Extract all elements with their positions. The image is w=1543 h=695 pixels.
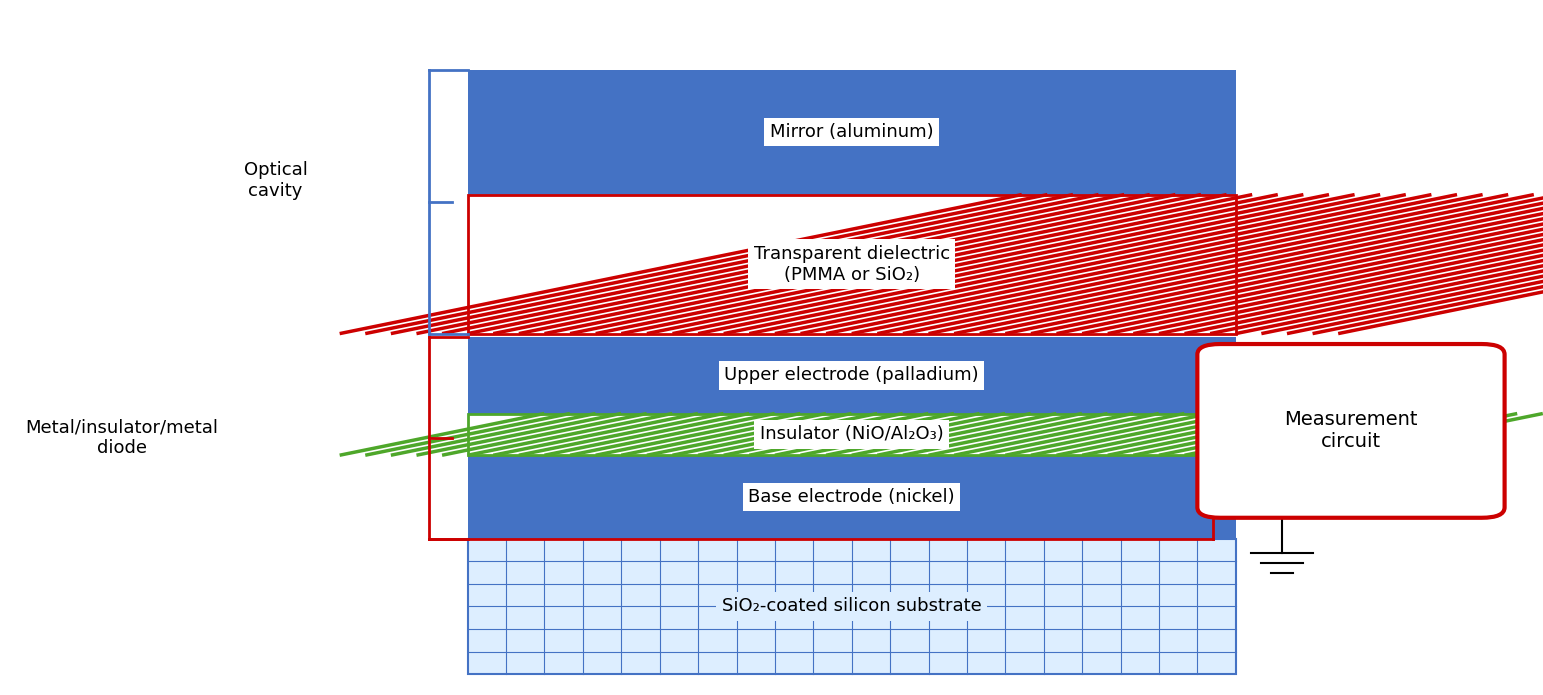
FancyBboxPatch shape: [468, 455, 1236, 539]
Text: Base electrode (nickel): Base electrode (nickel): [748, 488, 955, 506]
Text: Transparent dielectric
(PMMA or SiO₂): Transparent dielectric (PMMA or SiO₂): [753, 245, 950, 284]
FancyBboxPatch shape: [468, 539, 1236, 674]
FancyBboxPatch shape: [468, 70, 1236, 195]
Text: Metal/insulator/metal
diode: Metal/insulator/metal diode: [26, 418, 219, 457]
FancyBboxPatch shape: [468, 337, 1236, 414]
Text: Insulator (NiO/Al₂O₃): Insulator (NiO/Al₂O₃): [759, 425, 944, 443]
Text: Measurement
circuit: Measurement circuit: [1284, 411, 1418, 451]
Text: Upper electrode (palladium): Upper electrode (palladium): [724, 366, 978, 384]
Text: SiO₂-coated silicon substrate: SiO₂-coated silicon substrate: [722, 598, 981, 615]
FancyBboxPatch shape: [468, 195, 1236, 334]
Text: Optical
cavity: Optical cavity: [244, 161, 307, 200]
Text: Mirror (aluminum): Mirror (aluminum): [770, 123, 934, 141]
FancyBboxPatch shape: [468, 414, 1236, 455]
FancyBboxPatch shape: [1197, 344, 1504, 518]
